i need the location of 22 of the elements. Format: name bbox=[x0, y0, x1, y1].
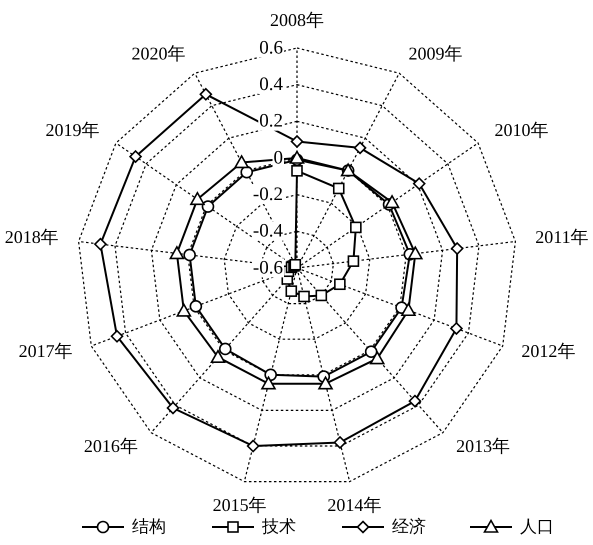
spoke-label: 2017年 bbox=[18, 341, 73, 362]
y-tick: 0.2 bbox=[258, 110, 284, 132]
spoke-label: 2019年 bbox=[45, 120, 100, 140]
spoke-label: 2020年 bbox=[131, 44, 186, 64]
spoke-label: 2018年 bbox=[4, 227, 59, 248]
spoke-label: 2012年 bbox=[521, 341, 576, 362]
legend-label: 经济 bbox=[392, 516, 426, 536]
y-tick: -0.2 bbox=[252, 184, 284, 206]
spoke-label: 2014年 bbox=[327, 494, 382, 515]
spoke-label: 2013年 bbox=[456, 436, 510, 456]
spoke-label: 2015年 bbox=[212, 494, 267, 515]
legend-label: 结构 bbox=[132, 516, 166, 536]
spoke-label: 2009年 bbox=[408, 44, 463, 64]
y-tick: 0.4 bbox=[258, 74, 284, 96]
y-tick: -0.6 bbox=[252, 257, 284, 278]
y-tick: -0.4 bbox=[252, 220, 284, 242]
legend-label: 人口 bbox=[520, 516, 554, 536]
spoke-label: 2010年 bbox=[494, 120, 549, 140]
legend-label: 技术 bbox=[261, 516, 296, 536]
spoke-label: 2016年 bbox=[84, 436, 138, 456]
spoke-label: 2008年 bbox=[270, 10, 324, 30]
spoke-label: 2011年 bbox=[535, 227, 589, 248]
